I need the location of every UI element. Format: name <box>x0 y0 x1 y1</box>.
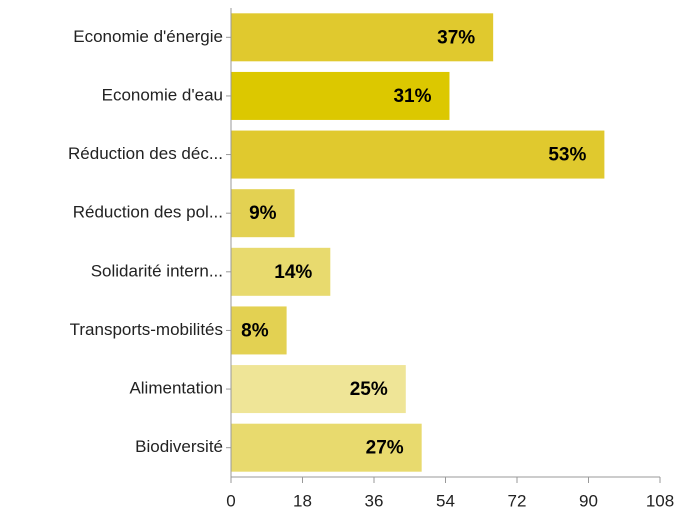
x-tick-label: 108 <box>646 491 674 510</box>
y-tick-label: Transports-mobilités <box>70 320 223 339</box>
value-label: 8% <box>241 320 269 341</box>
value-label: 31% <box>393 86 431 107</box>
y-tick-label: Alimentation <box>129 379 223 398</box>
x-tick-label: 0 <box>226 491 235 510</box>
bar <box>231 365 406 414</box>
value-label: 9% <box>249 203 277 224</box>
value-label: 37% <box>437 27 475 48</box>
y-tick-label: Economie d'énergie <box>73 27 223 46</box>
value-label: 53% <box>548 145 586 166</box>
bar <box>231 13 494 62</box>
value-label: 14% <box>274 262 312 283</box>
bar <box>231 306 287 355</box>
x-tick-label: 72 <box>508 491 527 510</box>
x-tick-label: 54 <box>436 491 455 510</box>
bar <box>231 71 450 120</box>
y-tick-label: Solidarité intern... <box>91 261 223 280</box>
bar <box>231 247 331 296</box>
y-tick-label: Réduction des déc... <box>68 144 223 163</box>
y-tick-label: Réduction des pol... <box>73 203 223 222</box>
x-tick-label: 36 <box>365 491 384 510</box>
y-tick-label: Biodiversité <box>135 437 223 456</box>
bar <box>231 423 422 472</box>
x-tick-label: 90 <box>579 491 598 510</box>
bar <box>231 189 295 238</box>
x-tick-label: 18 <box>293 491 312 510</box>
y-tick-label: Economie d'eau <box>102 85 223 104</box>
value-label: 25% <box>350 379 388 400</box>
bar <box>231 130 605 179</box>
value-label: 27% <box>366 438 404 459</box>
